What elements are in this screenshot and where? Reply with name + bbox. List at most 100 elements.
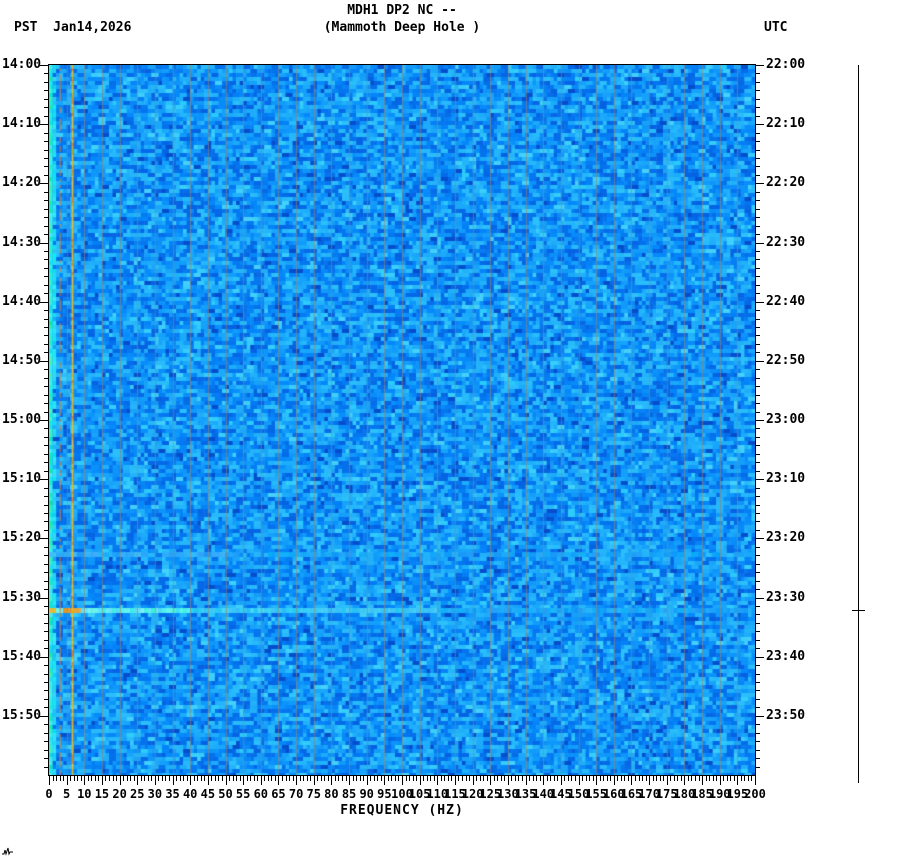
freq-minor-tick: [381, 776, 382, 781]
freq-minor-tick: [56, 776, 57, 781]
time-major-tick-right: [756, 598, 764, 599]
freq-minor-tick: [91, 776, 92, 781]
freq-minor-tick: [130, 776, 131, 781]
freq-minor-tick: [289, 776, 290, 781]
freq-minor-tick: [628, 776, 629, 781]
freq-minor-tick: [247, 776, 248, 781]
time-minor-tick-left: [44, 285, 48, 286]
time-label-left: 15:50: [2, 708, 42, 723]
time-minor-tick-right: [756, 454, 760, 455]
freq-minor-tick: [388, 776, 389, 781]
time-minor-tick-left: [44, 369, 48, 370]
freq-minor-tick: [430, 776, 431, 781]
freq-minor-tick: [211, 776, 212, 781]
freq-minor-tick: [681, 776, 682, 781]
freq-minor-tick: [741, 776, 742, 781]
time-minor-tick-left: [44, 530, 48, 531]
time-minor-tick-left: [44, 564, 48, 565]
freq-major-tick: [596, 776, 597, 785]
freq-minor-tick: [95, 776, 96, 781]
freq-tick-label: 105: [408, 787, 431, 801]
plot-frame: [48, 64, 756, 776]
time-major-tick-right: [756, 65, 764, 66]
freq-minor-tick: [744, 776, 745, 781]
freq-minor-tick: [300, 776, 301, 781]
freq-minor-tick: [240, 776, 241, 781]
freq-minor-tick: [674, 776, 675, 781]
time-major-tick-right: [756, 716, 764, 717]
time-minor-tick-right: [756, 352, 760, 353]
freq-major-tick: [737, 776, 738, 785]
time-minor-tick-right: [756, 166, 760, 167]
freq-minor-tick: [162, 776, 163, 781]
time-minor-tick-right: [756, 293, 760, 294]
freq-tick-label: 155: [585, 787, 607, 801]
time-major-tick-left: [40, 124, 48, 125]
time-minor-tick-right: [756, 73, 760, 74]
freq-minor-tick: [81, 776, 82, 781]
freq-major-tick: [67, 776, 68, 785]
time-minor-tick-left: [44, 116, 48, 117]
freq-minor-tick: [374, 776, 375, 781]
freq-minor-tick: [180, 776, 181, 781]
time-minor-tick-left: [44, 454, 48, 455]
time-major-tick-right: [756, 361, 764, 362]
time-minor-tick-right: [756, 724, 760, 725]
time-major-tick-left: [40, 420, 48, 421]
freq-minor-tick: [271, 776, 272, 781]
freq-minor-tick: [677, 776, 678, 781]
freq-minor-tick: [547, 776, 548, 781]
freq-minor-tick: [617, 776, 618, 781]
time-minor-tick-left: [44, 175, 48, 176]
freq-minor-tick: [353, 776, 354, 781]
freq-minor-tick: [748, 776, 749, 781]
time-minor-tick-left: [44, 581, 48, 582]
time-major-tick-right: [756, 243, 764, 244]
freq-minor-tick: [564, 776, 565, 781]
freq-minor-tick: [123, 776, 124, 781]
time-label-right: 22:50: [766, 353, 806, 368]
time-minor-tick-left: [44, 99, 48, 100]
time-minor-tick-right: [756, 758, 760, 759]
freq-minor-tick: [264, 776, 265, 781]
freq-minor-tick: [109, 776, 110, 781]
freq-minor-tick: [169, 776, 170, 781]
time-minor-tick-right: [756, 648, 760, 649]
time-minor-tick-left: [44, 623, 48, 624]
time-minor-tick-left: [44, 192, 48, 193]
freq-minor-tick: [116, 776, 117, 781]
freq-minor-tick: [568, 776, 569, 781]
freq-tick-label: 10: [77, 787, 92, 801]
time-label-right: 22:00: [766, 57, 806, 72]
time-minor-tick-right: [756, 99, 760, 100]
time-minor-tick-right: [756, 767, 760, 768]
time-minor-tick-left: [44, 496, 48, 497]
freq-minor-tick: [201, 776, 202, 781]
freq-minor-tick: [656, 776, 657, 781]
freq-minor-tick: [335, 776, 336, 781]
freq-tick-label: 150: [567, 787, 590, 801]
freq-major-tick: [702, 776, 703, 785]
freq-tick-label: 170: [638, 787, 660, 801]
time-minor-tick-left: [44, 505, 48, 506]
freq-minor-tick: [395, 776, 396, 781]
freq-minor-tick: [268, 776, 269, 781]
time-minor-tick-right: [756, 259, 760, 260]
time-minor-tick-right: [756, 674, 760, 675]
time-minor-tick-left: [44, 674, 48, 675]
time-minor-tick-right: [756, 513, 760, 514]
freq-tick-label: 125: [479, 787, 502, 801]
freq-minor-tick: [751, 776, 752, 781]
time-label-right: 23:20: [766, 530, 806, 545]
time-label-right: 22:10: [766, 116, 806, 131]
freq-major-tick: [614, 776, 615, 785]
freq-minor-tick: [254, 776, 255, 781]
freq-minor-tick: [176, 776, 177, 781]
freq-minor-tick: [310, 776, 311, 781]
freq-minor-tick: [582, 776, 583, 781]
freq-tick-label: 15: [94, 787, 110, 801]
freq-major-tick: [384, 776, 385, 785]
time-minor-tick-right: [756, 276, 760, 277]
freq-minor-tick: [515, 776, 516, 781]
time-minor-tick-right: [756, 344, 760, 345]
